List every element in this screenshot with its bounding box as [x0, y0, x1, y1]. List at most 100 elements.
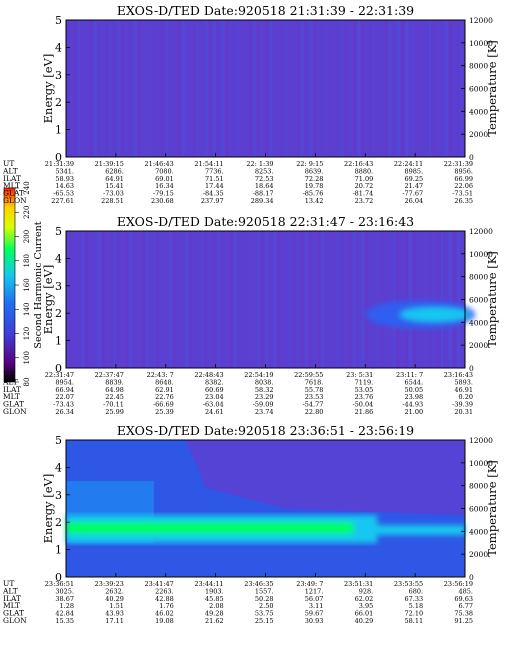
y2-tick-label: 4000: [469, 318, 488, 327]
ephemeris-cell: 7119.: [355, 378, 374, 386]
ephemeris-cell: 23.72: [355, 197, 374, 205]
streak: [313, 20, 317, 157]
ephemeris-cell: 21.62: [205, 617, 224, 625]
streak: [437, 231, 440, 368]
ephemeris-cell: 58.93: [55, 175, 74, 183]
ephemeris-cell: 23.04: [205, 393, 224, 401]
ephemeris-cell: 6286.: [105, 167, 124, 175]
streak: [257, 231, 260, 368]
y-tick-label: 4: [55, 461, 62, 474]
ephemeris-cell: -66.69: [153, 401, 174, 409]
ephemeris-cell: 50.05: [405, 386, 424, 394]
ephemeris-cell: 22.07: [55, 393, 74, 401]
y2-axis-label: Temperature [K]: [485, 460, 499, 557]
ephemeris-cell: -50.04: [352, 401, 373, 409]
y2-tick-label: 6000: [469, 505, 488, 514]
ephemeris-cell: 59.67: [305, 610, 324, 618]
y-tick-label: 3: [55, 489, 62, 502]
ephemeris-cell: 1217.: [305, 587, 324, 595]
streak: [249, 20, 252, 157]
streak: [433, 20, 436, 157]
y2-tick-label: 12000: [469, 227, 493, 236]
streak: [217, 231, 220, 368]
y-tick-label: 3: [55, 69, 62, 82]
ephemeris-cell: 20.72: [355, 182, 374, 190]
y2-tick-label: 0: [469, 573, 474, 582]
ephemeris-cell: 46.91: [454, 386, 473, 394]
streak: [453, 231, 457, 368]
ephemeris-cell: 23:36:51: [45, 580, 74, 588]
ephemeris-cell: -65.53: [53, 190, 74, 198]
ephemeris-cell: 53.75: [255, 610, 274, 618]
streak: [309, 20, 313, 157]
y-tick-label: 3: [55, 280, 62, 293]
ephemeris-cell: -84.35: [203, 190, 224, 198]
ephemeris-row-label: UT: [3, 159, 14, 168]
ephemeris-cell: 21:54:11: [194, 160, 223, 168]
ephemeris-cell: 22:59:55: [294, 371, 323, 379]
band-core: [400, 307, 470, 322]
streak: [149, 20, 151, 157]
ephemeris-cell: 66.99: [454, 175, 473, 183]
ephemeris-cell: -85.76: [303, 190, 324, 198]
ephemeris-cell: 21.00: [405, 408, 424, 416]
y-tick-label: 1: [55, 544, 62, 557]
streak: [181, 20, 185, 157]
y2-axis-label: Temperature [K]: [485, 251, 499, 348]
ephemeris-cell: 228.51: [101, 197, 124, 205]
ephemeris-cell: 23.76: [355, 393, 374, 401]
ephemeris-row-label: UT: [3, 370, 14, 379]
ephemeris-cell: 23:39:23: [95, 580, 124, 588]
ephemeris-cell: -73.43: [53, 401, 74, 409]
ephemeris-cell: 49.28: [205, 610, 224, 618]
ephemeris-cell: 680.: [409, 587, 423, 595]
panel-2: EXOS-D/TED Date:920518 22:31:47 - 23:16:…: [2, 214, 499, 416]
colorbar-gradient: [3, 187, 16, 383]
ephemeris-cell: 7080.: [155, 167, 174, 175]
streak: [441, 231, 444, 368]
streak: [189, 231, 193, 368]
colorbar-tick-label: 200: [23, 230, 31, 243]
y-tick-label: 2: [55, 307, 62, 320]
ephemeris-cell: 25.15: [255, 617, 274, 625]
y-axis-label: Energy [eV]: [41, 474, 55, 544]
streak: [397, 231, 400, 368]
ephemeris-cell: 1903.: [205, 587, 224, 595]
streak: [325, 20, 327, 157]
streak: [277, 231, 281, 368]
streak: [377, 231, 379, 368]
ephemeris-cell: 24.61: [205, 408, 224, 416]
ephemeris-cell: 45.85: [205, 595, 224, 603]
streak: [289, 231, 291, 368]
streak: [145, 231, 149, 368]
streak: [213, 20, 216, 157]
y2-tick-label: 4000: [469, 527, 488, 536]
streak: [321, 231, 325, 368]
ephemeris-cell: 22:54:19: [244, 371, 273, 379]
colorbar-tick-label: 240: [23, 181, 31, 194]
ephemeris-cell: 8648.: [155, 378, 174, 386]
streak: [161, 231, 163, 368]
streak: [405, 231, 409, 368]
ephemeris-cell: 8956.: [454, 167, 473, 175]
y-tick-label: 0: [55, 362, 62, 375]
ephemeris-cell: 8038.: [255, 378, 274, 386]
colorbar-tick-label: 120: [23, 327, 31, 340]
streak: [361, 20, 365, 157]
streak: [413, 231, 417, 368]
ephemeris-cell: 8985.: [405, 167, 424, 175]
ephemeris-cell: 30.93: [305, 617, 324, 625]
streak: [213, 231, 216, 368]
ephemeris-cell: 8639.: [305, 167, 324, 175]
panel-3: EXOS-D/TED Date:920518 23:36:51 - 23:56:…: [2, 423, 499, 625]
ephemeris-cell: -77.67: [402, 190, 423, 198]
ephemeris-cell: 5893.: [454, 378, 473, 386]
ephemeris-cell: 42.84: [55, 610, 74, 618]
ephemeris-cell: 485.: [459, 587, 473, 595]
streak: [333, 231, 335, 368]
streak: [241, 20, 243, 157]
ephemeris-cell: 22: 1:39: [246, 160, 273, 168]
ephemeris-cell: -39.39: [452, 401, 473, 409]
ephemeris-cell: 23:51:31: [344, 580, 373, 588]
ephemeris-cell: 64.98: [105, 386, 124, 394]
